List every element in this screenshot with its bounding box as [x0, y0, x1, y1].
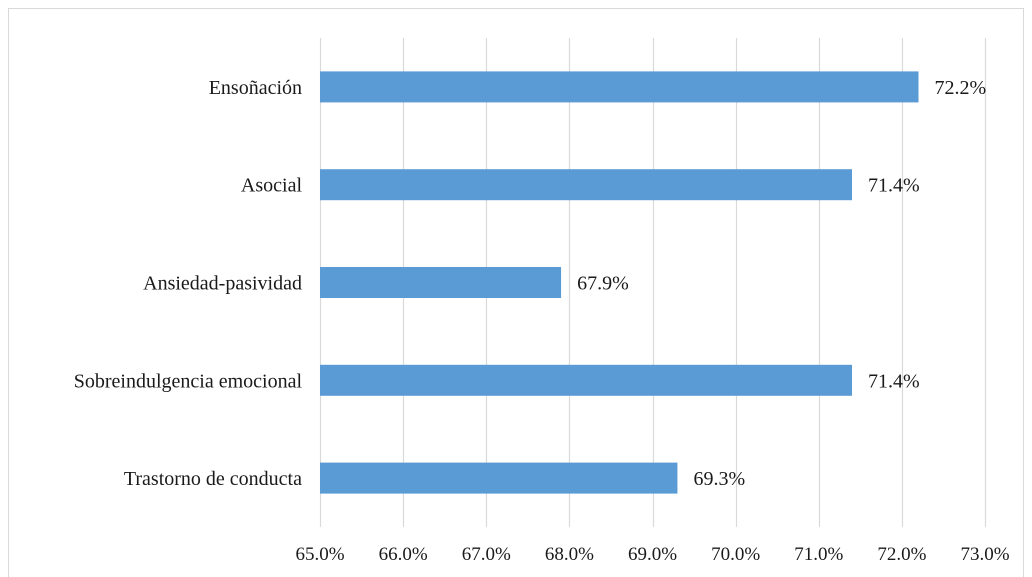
data-label: 67.9%: [577, 273, 629, 295]
bars: [320, 71, 919, 494]
data-label: 72.2%: [935, 77, 987, 99]
x-tick-label: 66.0%: [379, 544, 428, 565]
x-tick-label: 72.0%: [877, 544, 926, 565]
x-tick-labels: 65.0% 66.0% 67.0% 68.0% 69.0% 70.0% 71.0% 72.0%…: [295, 544, 1009, 565]
bar: [320, 267, 562, 298]
data-label: 71.4%: [868, 175, 920, 197]
data-labels: 72.2% 71.4% 67.9% 71.4% 69.3%: [577, 77, 986, 490]
x-tick-label: 67.0%: [462, 544, 511, 565]
x-tick-label: 73.0%: [960, 544, 1009, 565]
category-label: Ensoñación: [209, 77, 302, 99]
data-label: 71.4%: [868, 370, 920, 392]
data-label: 69.3%: [693, 468, 745, 490]
category-label: Ansiedad-pasividad: [143, 273, 302, 295]
bar: [320, 462, 678, 494]
x-tick-label: 68.0%: [545, 544, 594, 565]
bar: [320, 71, 919, 103]
bar: [320, 169, 852, 201]
x-tick-label: 65.0%: [295, 544, 344, 565]
x-tick-label: 71.0%: [794, 544, 843, 565]
x-tick-label: 70.0%: [711, 544, 760, 565]
category-labels: Ensoñación Asocial Ansiedad-pasividad Sobre…: [74, 77, 303, 490]
category-label: Trastorno de conducta: [124, 468, 302, 490]
category-label: Asocial: [241, 175, 303, 197]
bar: [320, 364, 852, 396]
x-tick-label: 69.0%: [628, 544, 677, 565]
category-label: Sobreindulgencia emocional: [74, 370, 303, 392]
